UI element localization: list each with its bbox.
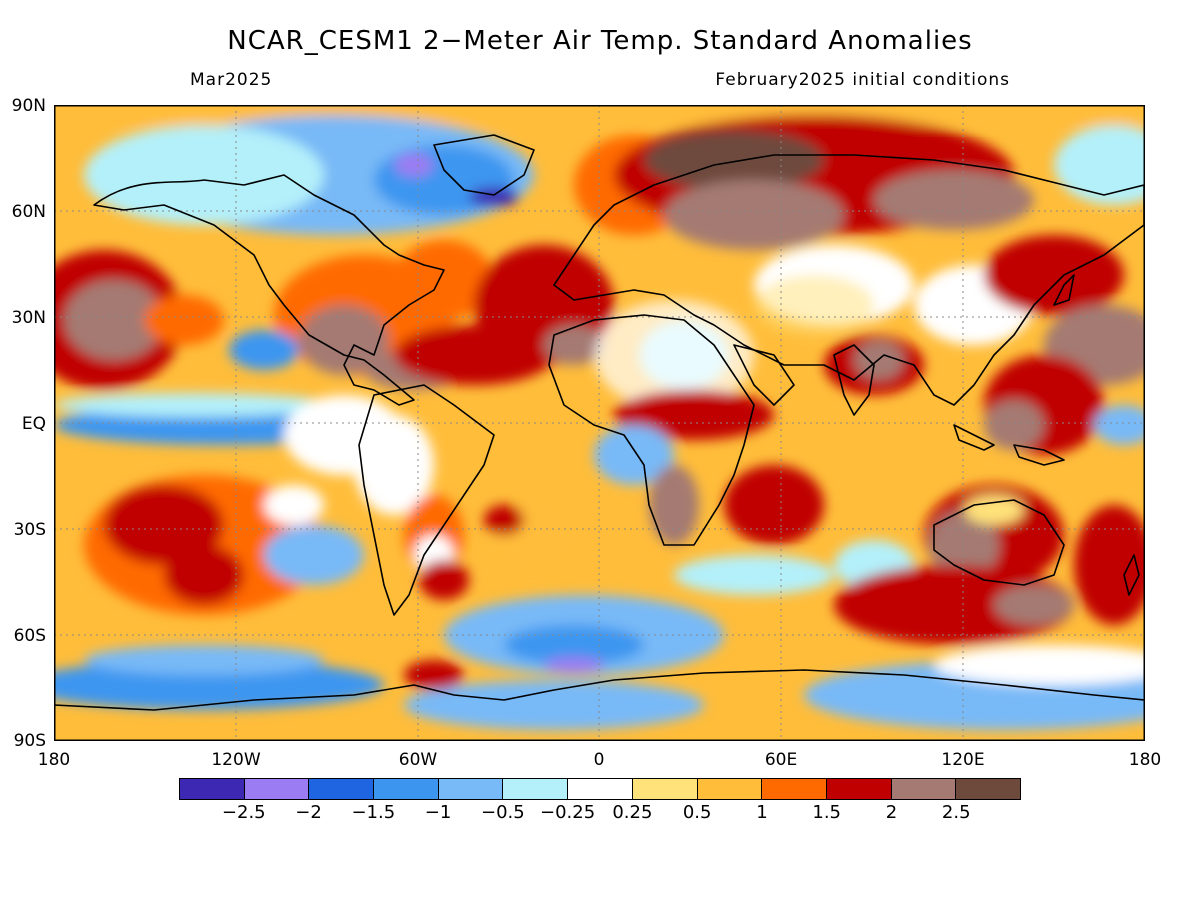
colorbar-label: 0.5: [682, 802, 712, 823]
colorbar-swatch: [632, 779, 698, 799]
colorbar-swatch: [762, 779, 827, 799]
colorbar-label: −2.5: [221, 802, 266, 823]
lat-label-60s: 60S: [13, 626, 46, 646]
colorbar-swatch: [244, 779, 310, 799]
colorbar-label: −1: [424, 802, 452, 823]
colorbar-swatch: [697, 779, 763, 799]
colorbar-swatch: [180, 779, 245, 799]
colorbar-label: 1: [756, 802, 768, 823]
lat-label-90s: 90S: [13, 731, 46, 751]
colorbar-label: −1.5: [351, 802, 396, 823]
lon-label-180e: 180: [1128, 750, 1162, 770]
colorbar-swatch: [826, 779, 892, 799]
lat-label-90n: 90N: [11, 96, 46, 116]
colorbar-swatch: [438, 779, 504, 799]
colorbar-label: 1.5: [812, 802, 842, 823]
lat-label-30n: 30N: [11, 308, 46, 328]
lon-label-0: 0: [593, 750, 605, 770]
colorbar-label: 2.5: [941, 802, 971, 823]
colorbar-swatch: [891, 779, 957, 799]
lon-label-60w: 60W: [398, 750, 438, 770]
lon-label-120w: 120W: [211, 750, 261, 770]
init-conditions-label: February2025 initial conditions: [715, 70, 1010, 90]
colorbar-swatch: [309, 779, 375, 799]
colorbar-label: 0.25: [612, 802, 653, 823]
lat-label-60n: 60N: [11, 202, 46, 222]
colorbar: [179, 778, 1021, 800]
colorbar-swatch: [503, 779, 569, 799]
anomaly-map: [54, 105, 1145, 741]
colorbar-label: 2: [885, 802, 898, 823]
lon-label-120e: 120E: [941, 750, 985, 770]
map-title: NCAR_CESM1 2−Meter Air Temp. Standard An…: [227, 26, 973, 56]
lon-label-60e: 60E: [764, 750, 798, 770]
lon-label-180w: 180: [37, 750, 71, 770]
colorbar-label: −2: [295, 802, 322, 823]
colorbar-swatch: [568, 779, 633, 799]
lat-label-eq: EQ: [21, 414, 46, 434]
colorbar-swatch: [374, 779, 439, 799]
lat-label-30s: 30S: [13, 520, 46, 540]
colorbar-swatch: [956, 779, 1020, 799]
colorbar-label: −0.5: [480, 802, 525, 823]
valid-month-label: Mar2025: [190, 70, 273, 90]
colorbar-label: −0.25: [540, 802, 596, 823]
